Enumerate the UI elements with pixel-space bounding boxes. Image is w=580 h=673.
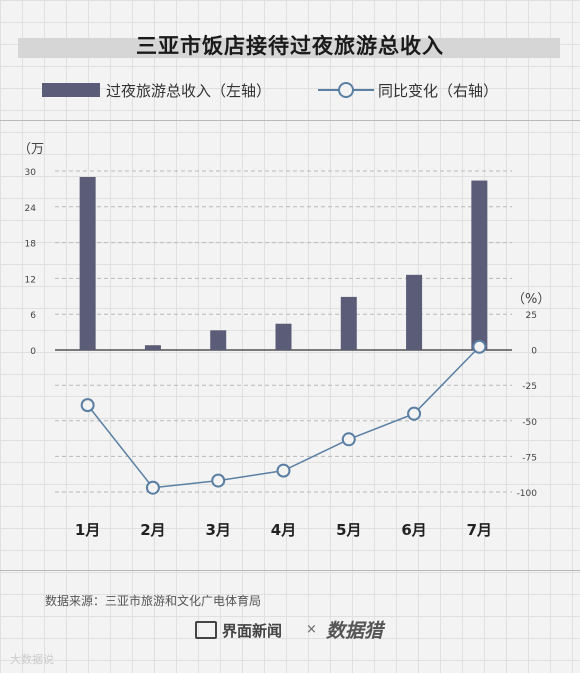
watermark: 大数据说 [10,653,54,666]
legend-line-marker [338,82,354,98]
yoy-point [211,473,226,488]
x-category-label: 1月 [75,521,100,539]
revenue-bar [340,296,357,350]
x-category-label: 6月 [401,521,426,539]
x-category-label: 2月 [140,521,165,539]
revenue-bar [210,330,227,350]
right-tick-label: -50 [522,418,537,428]
chart-title: 三亚市饭店接待过夜旅游总收入 [136,34,444,58]
legend-bar-label: 过夜旅游总收入（左轴） [106,82,272,100]
x-category-label: 3月 [205,521,230,539]
left-tick-label: 6 [30,311,36,321]
legend-line-label: 同比变化（右轴） [378,82,499,100]
revenue-bar [144,345,161,350]
right-tick-label: -75 [522,453,537,463]
top-divider [0,120,580,121]
brand-logo: 界面新闻 [195,620,282,641]
revenue-bar [79,176,96,350]
yoy-point [407,406,422,421]
legend-bar-swatch [42,83,100,97]
left-tick-label: 30 [25,168,37,178]
legend: 过夜旅游总收入（左轴） 同比变化（右轴） [0,78,580,102]
brand-separator: × [306,622,317,637]
bottom-divider [0,570,580,571]
x-category-label: 7月 [467,521,492,539]
data-source: 数据来源：三亚市旅游和文化广电体育局 [45,594,262,608]
right-tick-label: -100 [517,489,538,499]
partner-logo: 数据猎 [326,620,384,642]
revenue-bar [471,180,488,350]
left-tick-label: 12 [25,275,36,285]
right-axis-unit: （%） [512,292,551,307]
left-tick-label: 0 [30,347,36,357]
right-tick-label: -25 [522,382,537,392]
yoy-point [276,463,291,478]
yoy-point [341,432,356,447]
brand-name: 界面新闻 [222,622,283,640]
left-axis-unit: （万 [18,142,45,157]
revenue-bar [275,323,292,350]
x-category-label: 5月 [336,521,361,539]
newspaper-icon [195,621,217,639]
left-tick-label: 18 [25,240,37,250]
right-tick-label: 25 [526,311,537,321]
yoy-point [472,339,487,354]
right-tick-label: 0 [531,347,537,357]
yoy-point [145,480,160,495]
left-tick-label: 24 [25,204,37,214]
x-category-label: 4月 [271,521,296,539]
yoy-point [80,398,95,413]
revenue-bar [406,274,423,350]
title-highlight-bar [18,38,560,58]
